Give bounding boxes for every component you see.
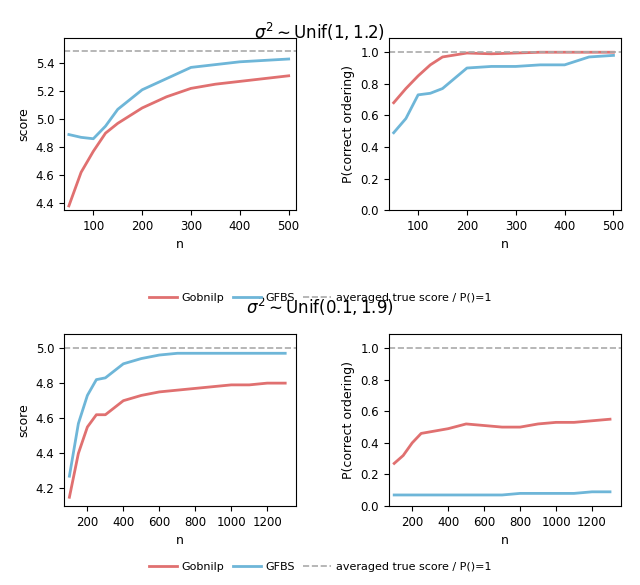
Y-axis label: score: score (17, 403, 30, 437)
Y-axis label: score: score (17, 107, 30, 141)
GFBS (156, 352, 163, 359)
Gobnilp (84, 424, 92, 431)
averaged true score / P()=1 (40, 47, 48, 54)
Text: $\sigma^2 \sim \mathrm{Unif}(1,1.2)$: $\sigma^2 \sim \mathrm{Unif}(1,1.2)$ (255, 20, 385, 43)
Y-axis label: P(correct ordering): P(correct ordering) (342, 65, 355, 183)
X-axis label: n: n (176, 238, 184, 252)
GFBS (102, 374, 109, 381)
Gobnilp (173, 387, 181, 394)
GFBS (212, 61, 220, 68)
GFBS (90, 135, 97, 142)
GFBS (65, 473, 73, 480)
Gobnilp (260, 75, 268, 82)
Gobnilp (102, 130, 109, 137)
averaged true score / P()=1 (48, 345, 56, 352)
Gobnilp (227, 381, 235, 388)
GFBS (282, 350, 289, 357)
GFBS (285, 56, 292, 63)
Gobnilp (209, 383, 217, 390)
Line: GFBS: GFBS (69, 59, 289, 139)
GFBS (163, 75, 170, 82)
Gobnilp (187, 85, 195, 92)
Gobnilp (212, 81, 220, 88)
Gobnilp (191, 385, 199, 392)
Legend: Gobnilp, GFBS, averaged true score / P()=1: Gobnilp, GFBS, averaged true score / P()… (145, 558, 495, 577)
GFBS (187, 64, 195, 71)
Text: $\sigma^2 \sim \mathrm{Unif}(0.1,1.9)$: $\sigma^2 \sim \mathrm{Unif}(0.1,1.9)$ (246, 295, 394, 318)
GFBS (84, 392, 92, 399)
GFBS (120, 360, 127, 367)
GFBS (227, 350, 235, 357)
Gobnilp (264, 380, 271, 387)
GFBS (173, 350, 181, 357)
Gobnilp (245, 381, 253, 388)
Line: GFBS: GFBS (69, 353, 285, 476)
X-axis label: n: n (176, 534, 184, 548)
GFBS (93, 376, 100, 383)
Gobnilp (163, 93, 170, 100)
Gobnilp (93, 411, 100, 418)
GFBS (209, 350, 217, 357)
Gobnilp (114, 120, 122, 127)
GFBS (102, 123, 109, 130)
Y-axis label: P(correct ordering): P(correct ordering) (342, 361, 355, 479)
averaged true score / P()=1 (41, 47, 49, 54)
GFBS (77, 134, 85, 141)
Gobnilp (65, 494, 73, 501)
Gobnilp (138, 392, 145, 399)
Gobnilp (282, 380, 289, 387)
GFBS (74, 420, 82, 427)
Gobnilp (77, 169, 85, 176)
Gobnilp (285, 73, 292, 80)
GFBS (245, 350, 253, 357)
Gobnilp (74, 450, 82, 457)
GFBS (138, 355, 145, 362)
GFBS (138, 86, 146, 93)
Line: Gobnilp: Gobnilp (69, 76, 289, 206)
GFBS (236, 58, 244, 66)
Gobnilp (236, 78, 244, 85)
Gobnilp (120, 397, 127, 404)
Gobnilp (156, 388, 163, 395)
Line: Gobnilp: Gobnilp (69, 383, 285, 497)
averaged true score / P()=1 (47, 345, 55, 352)
GFBS (65, 131, 73, 138)
Gobnilp (90, 148, 97, 155)
Legend: Gobnilp, GFBS, averaged true score / P()=1: Gobnilp, GFBS, averaged true score / P()… (145, 288, 495, 308)
Gobnilp (65, 202, 73, 209)
Gobnilp (138, 105, 146, 112)
GFBS (114, 106, 122, 113)
Gobnilp (102, 411, 109, 418)
GFBS (260, 57, 268, 64)
X-axis label: n: n (501, 238, 509, 252)
GFBS (191, 350, 199, 357)
X-axis label: n: n (501, 534, 509, 548)
GFBS (264, 350, 271, 357)
